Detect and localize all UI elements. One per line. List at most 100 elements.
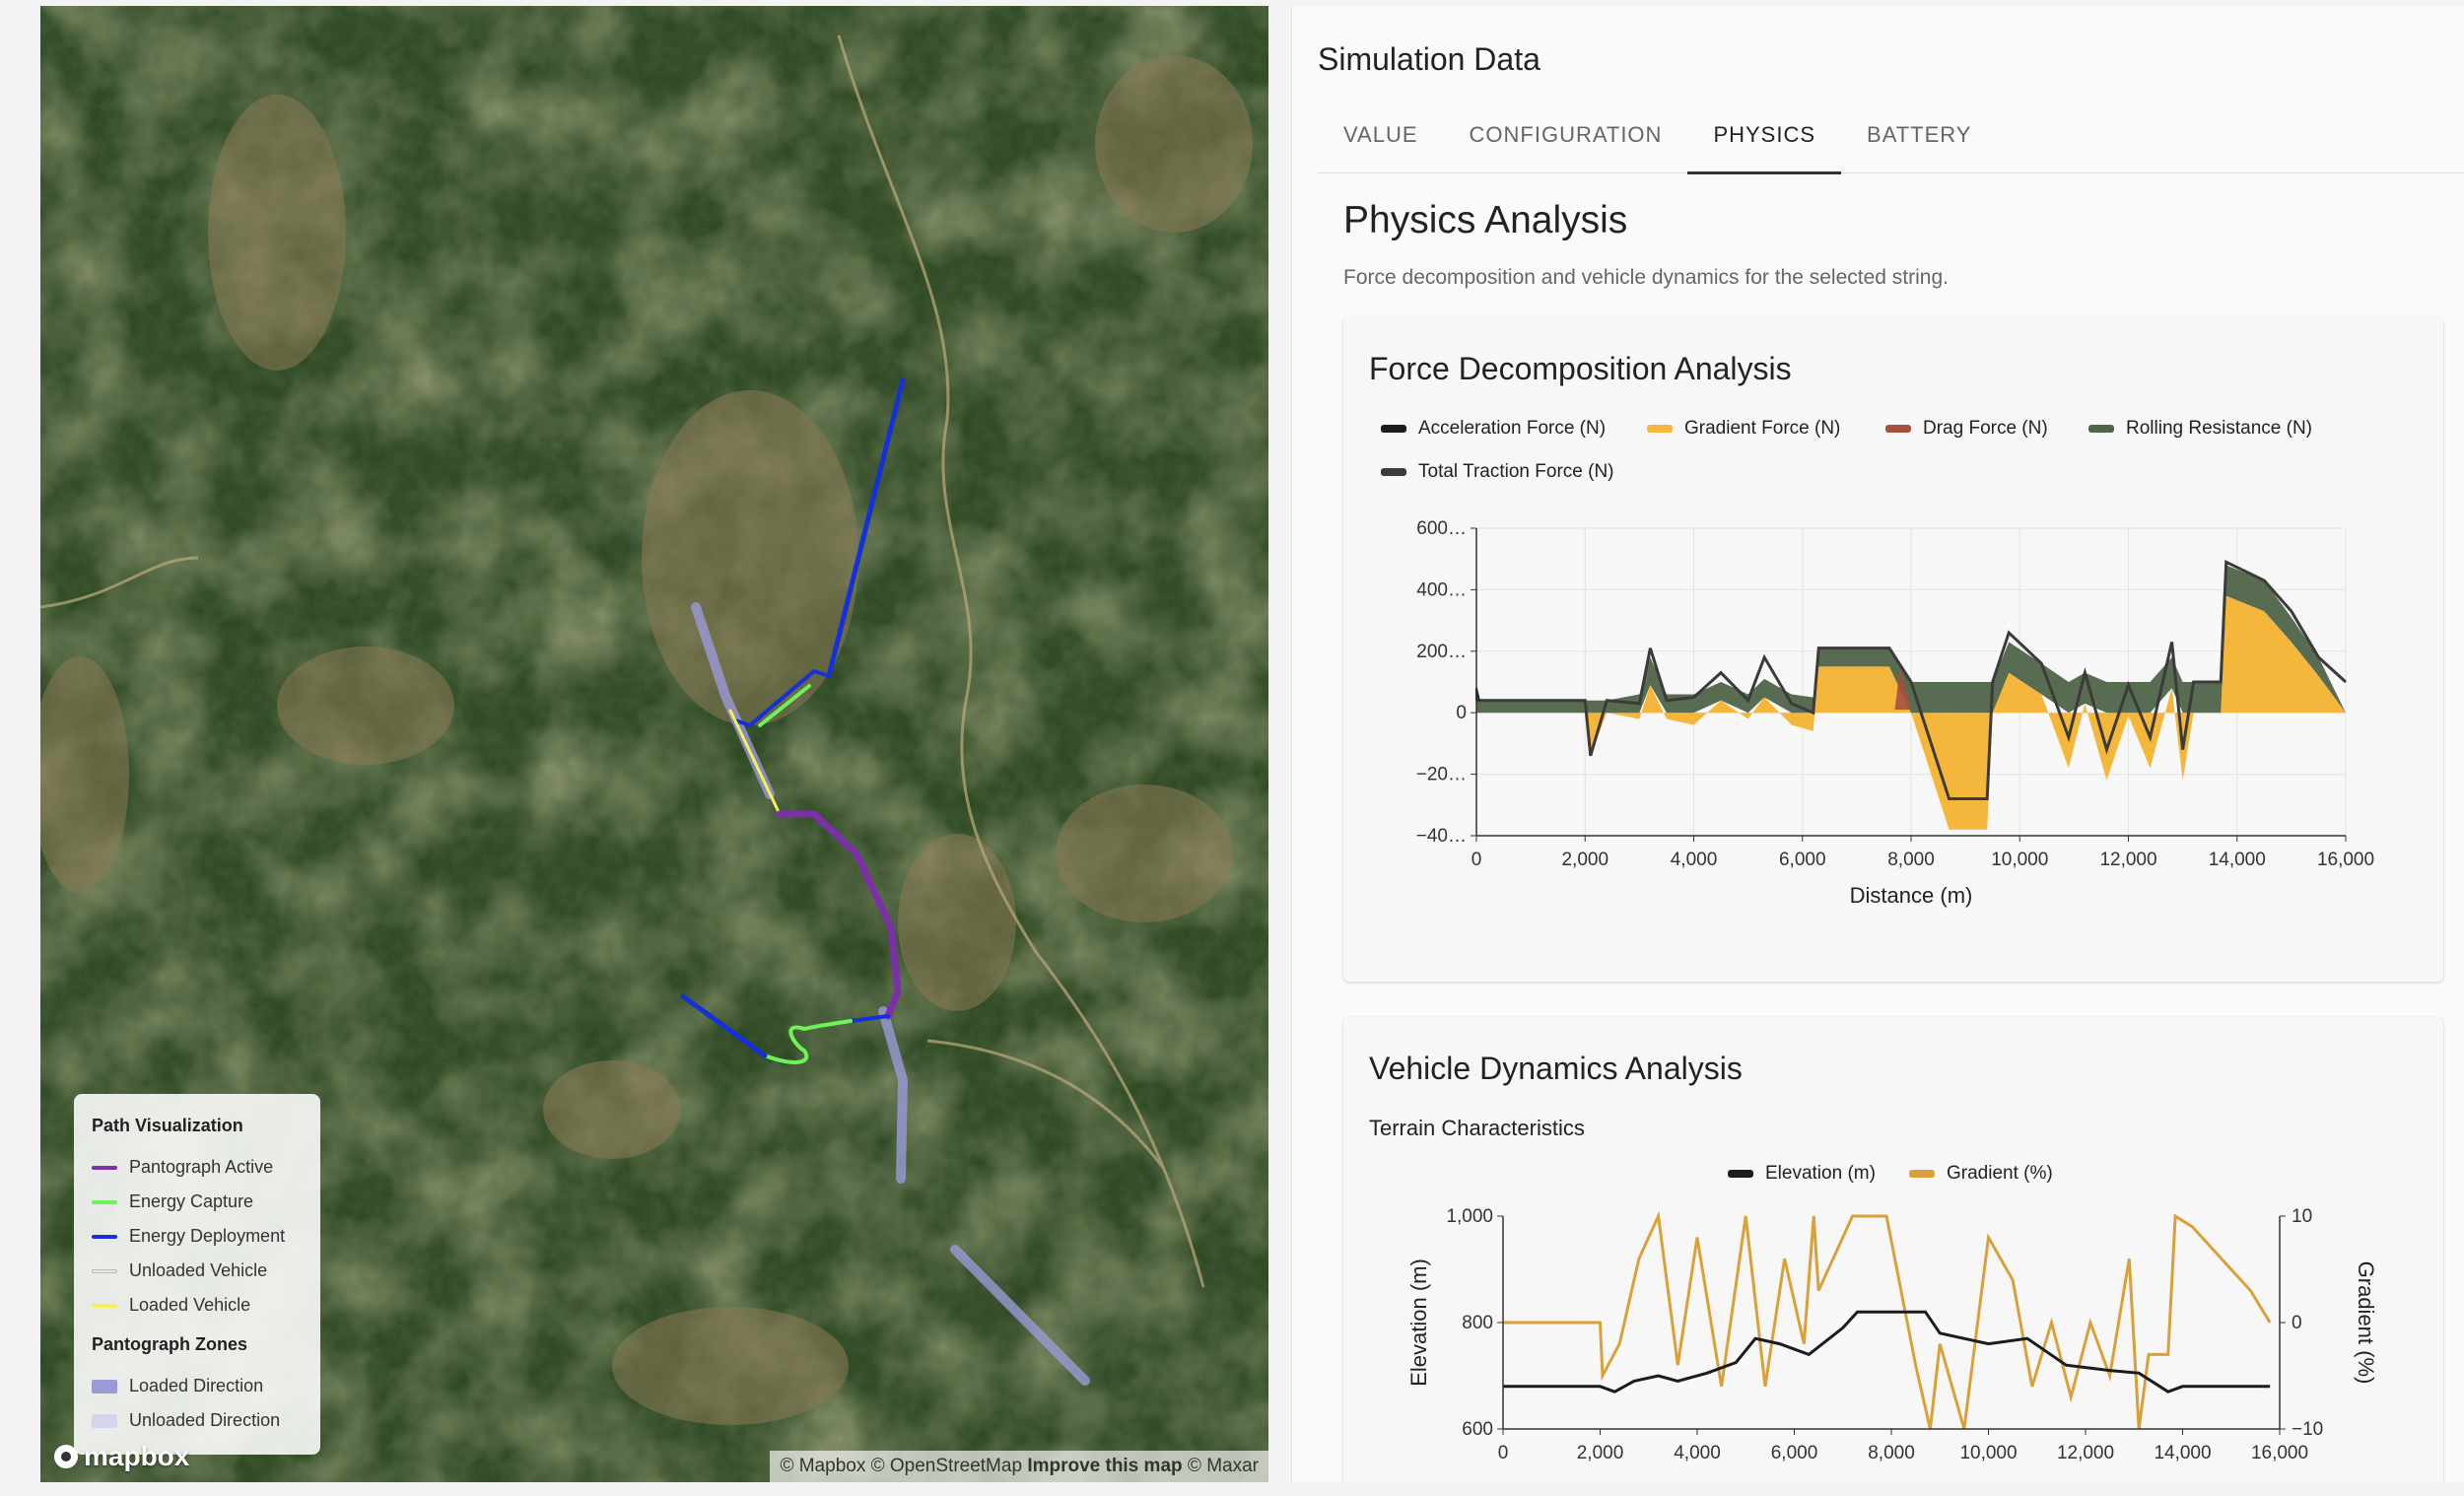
legend-label: Gradient (%) — [1947, 1163, 2053, 1184]
force-decomposition-card: Force Decomposition Analysis Acceleratio… — [1343, 317, 2443, 982]
legend-label: Total Traction Force (N) — [1418, 461, 1614, 482]
legend-swatch — [92, 1268, 117, 1273]
terrain-characteristics-chart: 0 2,000 4,000 6,000 8,000 10,000 12,000 14,000 1… — [1406, 1206, 2378, 1463]
x-tick-label: 6,000 — [1771, 1443, 1818, 1463]
y-tick-label: 600 — [1462, 1419, 1493, 1440]
x-tick-label: 16,000 — [2317, 850, 2374, 870]
legend-path-title: Path Visualization — [92, 1116, 243, 1135]
legend-label: Drag Force (N) — [1923, 418, 2048, 439]
y2-axis-title: Gradient (%) — [2354, 1261, 2378, 1385]
total-traction-line — [1476, 559, 2348, 801]
legend-label: Loaded Vehicle — [129, 1295, 251, 1315]
legend-label: Gradient Force (N) — [1684, 418, 1841, 439]
map-attribution: © Mapbox © OpenStreetMap Improve this ma… — [770, 1451, 1268, 1482]
legend-label: Loaded Direction — [129, 1376, 264, 1395]
legend-swatch — [92, 1234, 117, 1239]
legend-label: Pantograph Active — [129, 1157, 274, 1177]
section-title: Physics Analysis — [1343, 199, 1628, 241]
mapbox-logo[interactable]: mapbox — [54, 1441, 189, 1472]
y-axis-title: Elevation (m) — [1406, 1258, 1431, 1387]
legend-swatch — [92, 1199, 117, 1204]
gradient-line — [1503, 1210, 2272, 1430]
legend-swatch — [92, 1379, 117, 1394]
legend-item-drag-force[interactable]: Drag Force (N) — [1885, 418, 2048, 440]
legend-item-energy-capture: Energy Capture — [92, 1185, 303, 1219]
x-tick-label: 16,000 — [2251, 1443, 2308, 1463]
legend-item-rolling-resistance[interactable]: Rolling Resistance (N) — [2088, 418, 2312, 440]
legend-label: Unloaded Vehicle — [129, 1260, 268, 1280]
legend-swatch — [1381, 425, 1406, 433]
legend-item-pantograph-active: Pantograph Active — [92, 1150, 303, 1185]
x-tick-label: 10,000 — [1959, 1443, 2017, 1463]
x-tick-label: 8,000 — [1887, 850, 1935, 870]
legend-item-loaded-direction: Loaded Direction — [92, 1369, 303, 1403]
x-axis-title: Distance (m) — [1850, 883, 1973, 908]
section-subtitle: Force decomposition and vehicle dynamics… — [1343, 266, 1949, 289]
legend-zones-title: Pantograph Zones — [92, 1334, 248, 1354]
y-tick-label: 200… — [1416, 642, 1467, 662]
x-tick-label: 2,000 — [1561, 850, 1608, 870]
attribution-mapbox-link[interactable]: © Mapbox — [780, 1456, 866, 1476]
x-tick-label: 2,000 — [1577, 1443, 1624, 1463]
legend-swatch — [92, 1165, 117, 1170]
y-tick-label: 800 — [1462, 1313, 1493, 1333]
y-tick-label: 400… — [1416, 579, 1467, 600]
legend-label: Elevation (m) — [1765, 1163, 1876, 1184]
force-decomposition-chart: 0 2,000 4,000 6,000 8,000 10,000 12,000 14,000 1… — [1416, 518, 2374, 908]
y-tick-label: −20… — [1416, 765, 1467, 785]
legend-swatch — [92, 1303, 117, 1308]
legend-item-acceleration-force[interactable]: Acceleration Force (N) — [1381, 418, 1606, 440]
tab-physics[interactable]: PHYSICS — [1687, 101, 1841, 174]
legend-label: Unloaded Direction — [129, 1410, 281, 1430]
legend-item-unloaded-direction: Unloaded Direction — [92, 1403, 303, 1438]
legend-item-unloaded-vehicle: Unloaded Vehicle — [92, 1254, 303, 1288]
x-tick-label: 6,000 — [1779, 850, 1826, 870]
elevation-line — [1503, 1310, 2271, 1394]
satellite-imagery — [40, 6, 1268, 1482]
tab-battery[interactable]: BATTERY — [1867, 122, 1972, 147]
x-tick-label: 0 — [1472, 850, 1482, 870]
tab-bar: VALUE CONFIGURATION PHYSICS BATTERY — [1318, 101, 2464, 174]
card-title: Force Decomposition Analysis — [1369, 351, 1792, 386]
legend-item-gradient[interactable]: Gradient (%) — [1909, 1163, 2053, 1185]
legend-swatch — [1728, 1170, 1753, 1178]
y2-tick-label: −10 — [2292, 1419, 2323, 1440]
legend-label: Energy Deployment — [129, 1226, 286, 1246]
legend-swatch — [92, 1413, 117, 1428]
x-tick-label: 4,000 — [1671, 850, 1718, 870]
mapbox-logo-text: mapbox — [84, 1441, 190, 1471]
attribution-maxar-link[interactable]: © Maxar — [1187, 1456, 1259, 1476]
legend-item-elevation[interactable]: Elevation (m) — [1728, 1163, 1876, 1185]
x-tick-label: 14,000 — [2209, 850, 2266, 870]
legend-item-gradient-force[interactable]: Gradient Force (N) — [1647, 418, 1840, 440]
drag-force-area — [1894, 666, 1911, 711]
y-tick-label: 600… — [1416, 518, 1467, 539]
mapbox-logo-icon — [54, 1445, 78, 1468]
vehicle-dynamics-card: Vehicle Dynamics Analysis Terrain Charac… — [1343, 1017, 2443, 1482]
card-title: Vehicle Dynamics Analysis — [1369, 1051, 1743, 1086]
legend-item-loaded-vehicle: Loaded Vehicle — [92, 1288, 303, 1323]
x-tick-label: 14,000 — [2154, 1443, 2211, 1463]
attribution-osm-link[interactable]: © OpenStreetMap — [870, 1456, 1023, 1476]
y2-tick-label: 10 — [2292, 1206, 2312, 1227]
legend-label: Acceleration Force (N) — [1418, 418, 1607, 439]
legend-swatch — [1885, 425, 1911, 433]
tab-configuration[interactable]: CONFIGURATION — [1469, 122, 1663, 147]
y-tick-label: −40… — [1416, 826, 1467, 847]
legend-item-total-traction-force[interactable]: Total Traction Force (N) — [1381, 461, 1614, 483]
x-tick-label: 10,000 — [1991, 850, 2048, 870]
legend-swatch — [1381, 468, 1406, 476]
legend-swatch — [1909, 1170, 1935, 1178]
x-tick-label: 4,000 — [1674, 1443, 1721, 1463]
y-tick-label: 0 — [1456, 703, 1467, 723]
x-tick-label: 12,000 — [2057, 1443, 2114, 1463]
y2-tick-label: 0 — [2292, 1313, 2302, 1333]
legend-swatch — [2088, 425, 2114, 433]
tab-value[interactable]: VALUE — [1343, 122, 1418, 147]
y-tick-label: 1,000 — [1446, 1206, 1493, 1227]
card-subtitle: Terrain Characteristics — [1369, 1116, 1585, 1140]
legend-item-energy-deployment: Energy Deployment — [92, 1219, 303, 1254]
map-legend: Path Visualization Pantograph Active Ene… — [74, 1094, 320, 1455]
improve-map-link[interactable]: Improve this map — [1027, 1456, 1183, 1476]
satellite-map[interactable]: Path Visualization Pantograph Active Ene… — [40, 6, 1268, 1482]
